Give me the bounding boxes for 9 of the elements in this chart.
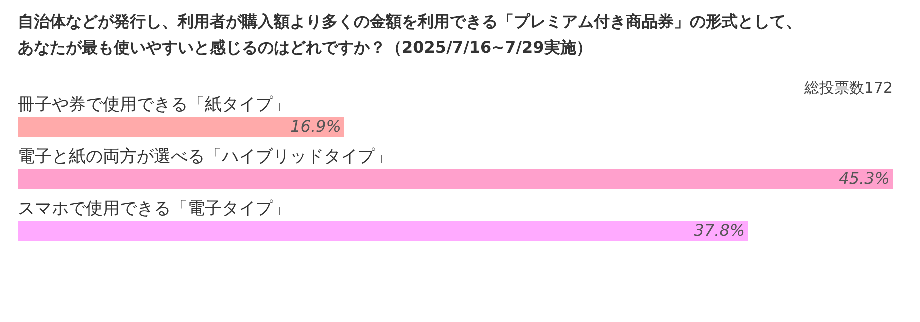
- data-label: 37.8%: [694, 221, 746, 240]
- text: 自治体などが発行し、利用者が購入額より多くの金額を利用できる「プレミアム付き商品券」の形式として、: [18, 12, 802, 31]
- data-label: 16.9%: [290, 117, 342, 136]
- data-label: 45.3%: [839, 169, 890, 188]
- y-tick-label: 電子と紙の両方が選べる「ハイブリッドタイプ」: [18, 147, 392, 167]
- text: あなたが最も使いやすいと感じるのはどれですか？（2025/7/16~7/29実施）: [18, 38, 592, 57]
- annotation: 総投票数172: [803, 79, 893, 97]
- y-tick-label: 冊子や券で使用できる「紙タイプ」: [18, 95, 290, 115]
- y-tick-label: スマホで使用できる「電子タイプ」: [18, 199, 290, 219]
